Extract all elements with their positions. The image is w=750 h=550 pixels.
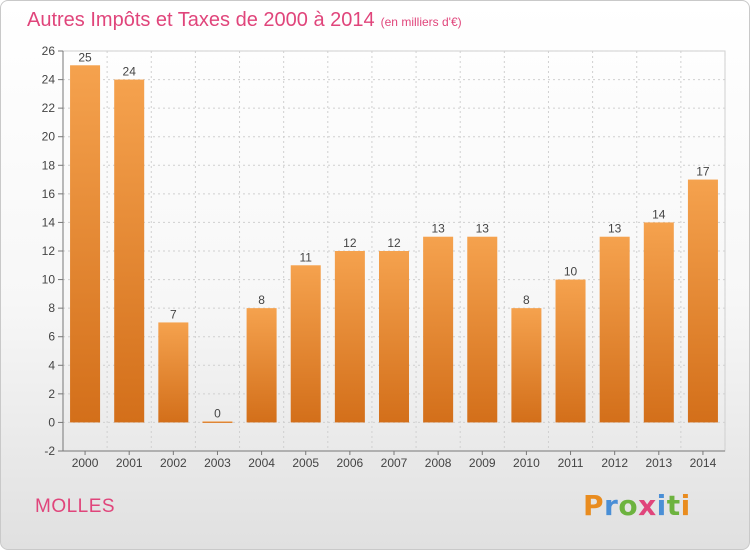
x-tick-label-2001: 2001 bbox=[116, 456, 143, 470]
y-tick-label: 12 bbox=[42, 244, 56, 258]
bar-2005 bbox=[290, 265, 321, 423]
bar-2003 bbox=[202, 421, 233, 423]
value-label-2004: 8 bbox=[258, 293, 265, 307]
value-label-2001: 24 bbox=[123, 65, 137, 79]
chart-title: Autres Impôts et Taxes de 2000 à 2014 (en… bbox=[27, 9, 462, 32]
y-tick-label: 14 bbox=[42, 215, 56, 229]
y-tick-label: 10 bbox=[42, 273, 56, 287]
y-tick-label: 24 bbox=[42, 73, 56, 87]
x-tick-label-2004: 2004 bbox=[248, 456, 275, 470]
bar-2008 bbox=[423, 236, 454, 423]
value-label-2011: 10 bbox=[564, 265, 578, 279]
x-tick-label-2012: 2012 bbox=[601, 456, 628, 470]
y-tick-label: 20 bbox=[42, 130, 56, 144]
place-name: MOLLES bbox=[35, 496, 116, 517]
bar-2001 bbox=[114, 79, 145, 423]
bar-2013 bbox=[643, 222, 674, 423]
value-label-2000: 25 bbox=[78, 50, 92, 64]
y-tick-label: 18 bbox=[42, 158, 56, 172]
y-tick-label: 26 bbox=[42, 44, 56, 58]
y-tick-label: 2 bbox=[48, 387, 55, 401]
x-tick-label-2005: 2005 bbox=[292, 456, 319, 470]
bar-2011 bbox=[555, 279, 586, 423]
y-tick-label: 0 bbox=[48, 415, 55, 429]
x-tick-label-2002: 2002 bbox=[160, 456, 187, 470]
bar-2012 bbox=[599, 236, 630, 423]
x-tick-label-2008: 2008 bbox=[425, 456, 452, 470]
bar-2002 bbox=[158, 322, 189, 423]
x-tick-label-2000: 2000 bbox=[72, 456, 99, 470]
y-tick-label: 16 bbox=[42, 187, 56, 201]
x-tick-label-2006: 2006 bbox=[337, 456, 364, 470]
value-label-2009: 13 bbox=[476, 222, 490, 236]
value-label-2006: 12 bbox=[343, 236, 357, 250]
x-tick-label-2003: 2003 bbox=[204, 456, 231, 470]
bar-2014 bbox=[687, 179, 718, 423]
value-label-2007: 12 bbox=[387, 236, 401, 250]
value-label-2014: 17 bbox=[696, 165, 710, 179]
chart-title-text: Autres Impôts et Taxes de 2000 à 2014 bbox=[27, 9, 375, 31]
chart-unit: (en milliers d'€) bbox=[380, 15, 462, 29]
x-tick-label-2010: 2010 bbox=[513, 456, 540, 470]
y-tick-label: 4 bbox=[48, 358, 55, 372]
y-tick-label: -2 bbox=[44, 444, 55, 458]
bar-2007 bbox=[378, 251, 410, 423]
value-label-2010: 8 bbox=[523, 293, 530, 307]
x-tick-label-2013: 2013 bbox=[645, 456, 672, 470]
value-label-2003: 0 bbox=[214, 406, 221, 420]
x-tick-label-2007: 2007 bbox=[381, 456, 408, 470]
x-tick-label-2009: 2009 bbox=[469, 456, 496, 470]
bar-2004 bbox=[246, 308, 277, 423]
bar-2010 bbox=[511, 308, 542, 423]
value-label-2002: 7 bbox=[170, 307, 177, 321]
bar-2009 bbox=[467, 236, 498, 423]
bar-2000 bbox=[70, 65, 101, 423]
proxiti-logo: Proxiti bbox=[583, 489, 691, 522]
y-tick-label: 22 bbox=[42, 101, 56, 115]
y-tick-label: 6 bbox=[48, 330, 55, 344]
value-label-2005: 11 bbox=[299, 250, 312, 264]
value-label-2013: 14 bbox=[652, 207, 666, 221]
value-label-2008: 13 bbox=[431, 222, 445, 236]
x-tick-label-2011: 2011 bbox=[558, 456, 584, 470]
x-tick-label-2014: 2014 bbox=[690, 456, 717, 470]
value-label-2012: 13 bbox=[608, 222, 622, 236]
bar-2006 bbox=[334, 251, 365, 423]
y-tick-label: 8 bbox=[48, 301, 55, 315]
